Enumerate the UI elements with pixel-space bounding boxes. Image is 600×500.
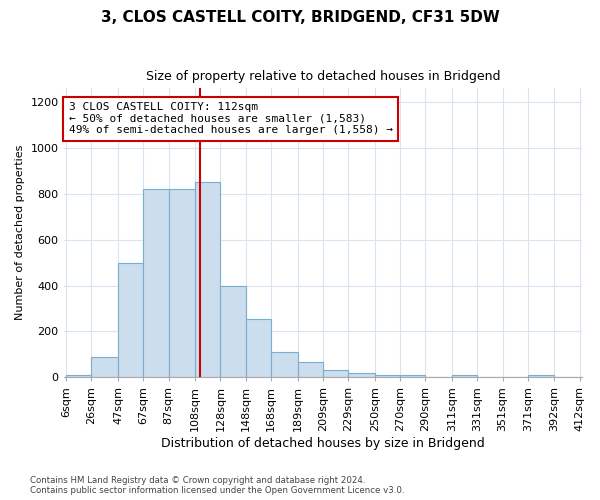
Title: Size of property relative to detached houses in Bridgend: Size of property relative to detached ho… — [146, 70, 500, 83]
X-axis label: Distribution of detached houses by size in Bridgend: Distribution of detached houses by size … — [161, 437, 485, 450]
Bar — [143, 189, 169, 378]
Y-axis label: Number of detached properties: Number of detached properties — [15, 145, 25, 320]
Bar — [246, 319, 271, 378]
Bar — [118, 262, 143, 378]
Text: 3 CLOS CASTELL COITY: 112sqm
← 50% of detached houses are smaller (1,583)
49% of: 3 CLOS CASTELL COITY: 112sqm ← 50% of de… — [68, 102, 392, 136]
Bar — [298, 362, 323, 378]
Bar — [66, 375, 91, 378]
Bar — [400, 375, 425, 378]
Bar — [220, 286, 246, 378]
Text: 3, CLOS CASTELL COITY, BRIDGEND, CF31 5DW: 3, CLOS CASTELL COITY, BRIDGEND, CF31 5D… — [101, 10, 499, 25]
Bar — [452, 375, 477, 378]
Bar — [169, 189, 195, 378]
Bar — [375, 375, 400, 378]
Bar — [528, 375, 554, 378]
Bar — [91, 356, 118, 378]
Bar — [348, 372, 375, 378]
Text: Contains HM Land Registry data © Crown copyright and database right 2024.
Contai: Contains HM Land Registry data © Crown c… — [30, 476, 404, 495]
Bar — [195, 182, 220, 378]
Bar — [323, 370, 348, 378]
Bar — [271, 352, 298, 378]
